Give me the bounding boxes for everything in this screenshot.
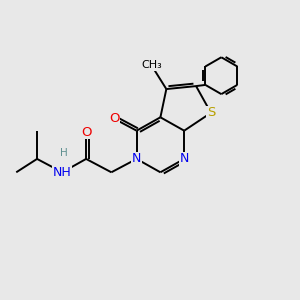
Text: NH: NH [53,166,72,179]
Text: O: O [109,112,120,125]
Text: N: N [132,152,141,165]
Text: O: O [81,126,91,139]
Text: N: N [179,152,189,165]
Text: S: S [207,106,215,119]
Text: H: H [60,148,68,158]
Text: CH₃: CH₃ [141,60,162,70]
